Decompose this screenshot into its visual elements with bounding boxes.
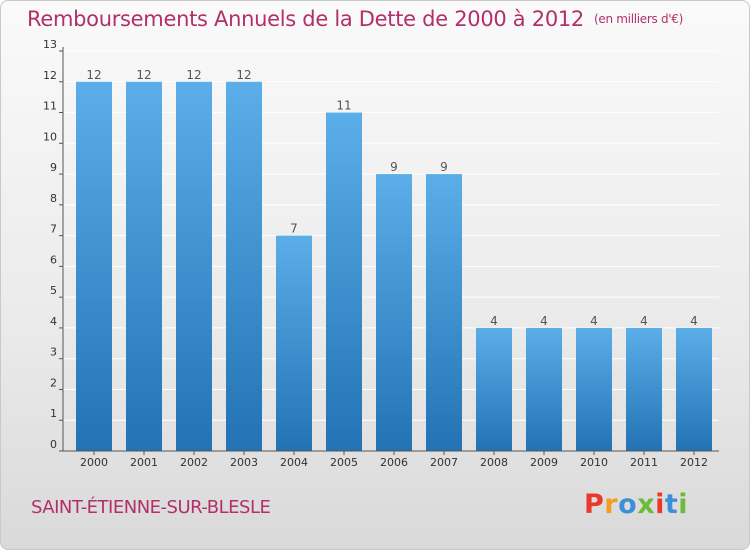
y-tick-label: 8	[50, 192, 57, 205]
bar	[426, 174, 462, 452]
bar	[676, 327, 712, 451]
logo-letter: i	[678, 489, 689, 520]
data-label: 12	[236, 68, 251, 82]
x-tick-label: 2008	[480, 456, 508, 469]
x-tick-label: 2003	[230, 456, 258, 469]
y-tick-label: 7	[50, 223, 57, 236]
bars: 12 12 12 12 7 11 9 9 4 4 4 4 4	[76, 68, 712, 452]
data-label: 4	[490, 314, 498, 328]
bar	[126, 81, 162, 452]
x-tick-label: 2001	[130, 456, 158, 469]
y-tick-label: 0	[50, 438, 57, 451]
bar	[526, 327, 562, 451]
bar	[376, 174, 412, 452]
y-tick-label: 5	[50, 284, 57, 297]
bar	[626, 327, 662, 451]
y-tick-label: 2	[50, 376, 57, 389]
logo-letter: t	[664, 489, 679, 520]
chart-unit: (en milliers d'€)	[594, 12, 684, 26]
data-label: 9	[390, 160, 398, 174]
logo-letter: o	[618, 489, 638, 520]
data-label: 4	[540, 314, 548, 328]
data-label: 7	[290, 222, 298, 236]
y-tick-label: 10	[43, 130, 57, 143]
x-tick-label: 2000	[80, 456, 108, 469]
data-label: 4	[690, 314, 698, 328]
bar	[276, 235, 312, 451]
data-label: 12	[186, 68, 201, 82]
x-tick-label: 2009	[530, 456, 558, 469]
y-tick-label: 13	[43, 38, 57, 51]
data-label: 9	[440, 160, 448, 174]
data-label: 4	[590, 314, 598, 328]
bar	[326, 112, 362, 452]
x-tick-label: 2002	[180, 456, 208, 469]
proxiti-logo[interactable]: Proxiti	[584, 489, 688, 520]
y-tick-label: 6	[50, 253, 57, 266]
y-tick-label: 9	[50, 161, 57, 174]
y-tick-label: 11	[43, 100, 57, 113]
commune-name: SAINT-ÉTIENNE-SUR-BLESLE	[31, 497, 271, 518]
bar	[576, 327, 612, 451]
y-tick-label: 12	[43, 69, 57, 82]
x-tick-label: 2004	[280, 456, 308, 469]
logo-letter: r	[604, 489, 619, 520]
x-tick-label: 2006	[380, 456, 408, 469]
logo-letter: P	[584, 489, 605, 520]
x-tick-label: 2010	[580, 456, 608, 469]
x-tick-label: 2007	[430, 456, 458, 469]
bar	[176, 81, 212, 452]
data-label: 4	[640, 314, 648, 328]
y-tick-label: 4	[50, 315, 57, 328]
logo-letter: i	[655, 489, 665, 520]
y-tick-label: 3	[50, 346, 57, 359]
bar	[476, 327, 512, 451]
data-label: 11	[336, 99, 351, 113]
chart-title-text: Remboursements Annuels de la Dette de 20…	[27, 7, 584, 31]
x-tick-label: 2012	[680, 456, 708, 469]
bar	[76, 81, 112, 452]
x-tick-label: 2011	[630, 456, 658, 469]
logo-letter: x	[637, 489, 656, 520]
chart-title: Remboursements Annuels de la Dette de 20…	[27, 7, 683, 31]
data-label: 12	[136, 68, 151, 82]
bar	[226, 81, 262, 452]
y-tick-label: 1	[50, 407, 57, 420]
data-label: 12	[86, 68, 101, 82]
x-tick-label: 2005	[330, 456, 358, 469]
